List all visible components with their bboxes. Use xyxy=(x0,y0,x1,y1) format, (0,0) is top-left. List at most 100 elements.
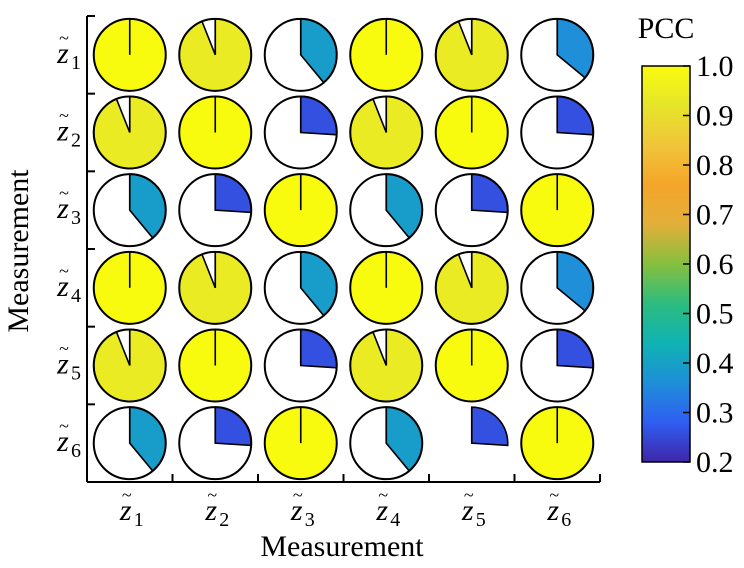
pie-outline xyxy=(349,17,424,92)
pie-cell xyxy=(349,250,424,325)
pie-cell xyxy=(92,173,167,248)
pie-cell xyxy=(263,406,338,481)
pie-cell xyxy=(263,95,338,170)
y-tick-label-subscript: 4 xyxy=(71,285,81,307)
pie-cell xyxy=(520,250,595,325)
y-tick-label: z~5 xyxy=(56,339,81,385)
y-tick-label: z~3 xyxy=(56,183,81,229)
pie-cell xyxy=(520,95,595,170)
colorbar-tick-label: 0.4 xyxy=(696,347,734,380)
pie-cell xyxy=(349,95,424,170)
x-tick-label-subscript: 1 xyxy=(134,509,144,531)
y-tick-label-accent: ~ xyxy=(59,106,69,126)
x-tick-label-accent: ~ xyxy=(207,485,217,505)
colorbar-tick-label: 0.8 xyxy=(696,149,734,182)
y-tick-label-accent: ~ xyxy=(59,261,69,281)
x-tick-label-subscript: 3 xyxy=(305,509,315,531)
pie-cell xyxy=(92,406,167,481)
pie-cell xyxy=(263,328,338,403)
colorbar-title: PCC xyxy=(638,12,695,45)
x-tick-label-symbol: z xyxy=(546,494,559,527)
pie-cell xyxy=(434,328,509,403)
y-tick-label-accent: ~ xyxy=(59,416,69,436)
y-tick-label-subscript: 5 xyxy=(71,363,81,385)
pie-cell xyxy=(263,250,338,325)
x-tick-label-subscript: 4 xyxy=(390,509,400,531)
x-tick-label-symbol: z xyxy=(375,494,388,527)
y-tick-label-accent: ~ xyxy=(59,28,69,48)
colorbar-tick-label: 1.0 xyxy=(696,50,734,83)
pie-wedge xyxy=(470,406,509,447)
y-tick-label-symbol: z xyxy=(56,425,69,458)
pie-cell xyxy=(92,250,167,325)
y-tick-label-symbol: z xyxy=(56,192,69,225)
pie-cell xyxy=(349,17,424,92)
pie-outline xyxy=(92,17,167,92)
x-tick-label-symbol: z xyxy=(461,494,474,527)
y-tick-label-accent: ~ xyxy=(59,339,69,359)
pie-cell xyxy=(92,328,167,403)
y-tick-label-symbol: z xyxy=(56,348,69,381)
pie-cell xyxy=(178,406,253,481)
x-tick-label-accent: ~ xyxy=(378,485,388,505)
y-axis-title: Measurement xyxy=(2,169,35,333)
pie-cell xyxy=(434,250,509,325)
x-tick-label-subscript: 6 xyxy=(561,509,571,531)
y-tick-label: z~4 xyxy=(56,261,81,307)
pie-outline xyxy=(434,17,509,92)
colorbar-tick-label: 0.5 xyxy=(696,298,734,331)
y-tick-label-symbol: z xyxy=(56,115,69,148)
pie-cell xyxy=(470,406,509,447)
pie-cell xyxy=(349,406,424,481)
colorbar-tick-label: 0.3 xyxy=(696,397,734,430)
x-tick-label-subscript: 2 xyxy=(219,509,229,531)
x-tick-label-accent: ~ xyxy=(464,485,474,505)
x-tick-label: z~1 xyxy=(119,485,144,531)
x-tick-label: z~4 xyxy=(375,485,400,531)
y-tick-label: z~1 xyxy=(56,28,81,74)
y-axis-tick-labels: z~1z~2z~3z~4z~5z~6 xyxy=(56,28,81,462)
y-tick-label: z~2 xyxy=(56,106,81,152)
y-tick-label-subscript: 1 xyxy=(71,52,81,74)
y-tick-label-accent: ~ xyxy=(59,183,69,203)
x-tick-label: z~2 xyxy=(204,485,229,531)
pie-cell xyxy=(263,173,338,248)
pie-cell xyxy=(92,95,167,170)
colorbar-tick-label: 0.6 xyxy=(696,248,734,281)
pie-cell xyxy=(520,328,595,403)
pie-cell xyxy=(434,95,509,170)
x-tick-label-symbol: z xyxy=(290,494,303,527)
y-tick-label-subscript: 2 xyxy=(71,130,81,152)
colorbar-tick-label: 0.2 xyxy=(696,446,734,479)
pie-cell xyxy=(520,17,595,92)
pie-outline xyxy=(178,17,253,92)
x-axis-title: Measurement xyxy=(260,530,424,563)
pie-cell xyxy=(520,173,595,248)
y-tick-label-subscript: 6 xyxy=(71,440,81,462)
pie-cell xyxy=(178,95,253,170)
x-tick-label: z~6 xyxy=(546,485,571,531)
x-tick-label-symbol: z xyxy=(204,494,217,527)
y-tick-label-subscript: 3 xyxy=(71,207,81,229)
pie-cell xyxy=(178,17,253,92)
pie-cell xyxy=(434,17,509,92)
x-tick-label: z~3 xyxy=(290,485,315,531)
y-tick-label-symbol: z xyxy=(56,37,69,70)
plot-area xyxy=(86,15,601,483)
y-tick-label: z~6 xyxy=(56,416,81,462)
x-tick-label-accent: ~ xyxy=(549,485,559,505)
pie-cell xyxy=(349,328,424,403)
x-tick-label-accent: ~ xyxy=(293,485,303,505)
pie-cell xyxy=(349,173,424,248)
pie-outline xyxy=(520,17,595,92)
pie-cell xyxy=(520,406,595,481)
pie-cell xyxy=(178,328,253,403)
colorbar-gradient xyxy=(641,65,691,463)
x-tick-label-symbol: z xyxy=(119,494,132,527)
x-tick-label-subscript: 5 xyxy=(476,509,486,531)
x-tick-label: z~5 xyxy=(461,485,486,531)
pie-cell xyxy=(263,17,338,92)
x-axis-tick-labels: z~1 z~2 z~3 z~4 z~5 z~6 xyxy=(119,485,571,531)
